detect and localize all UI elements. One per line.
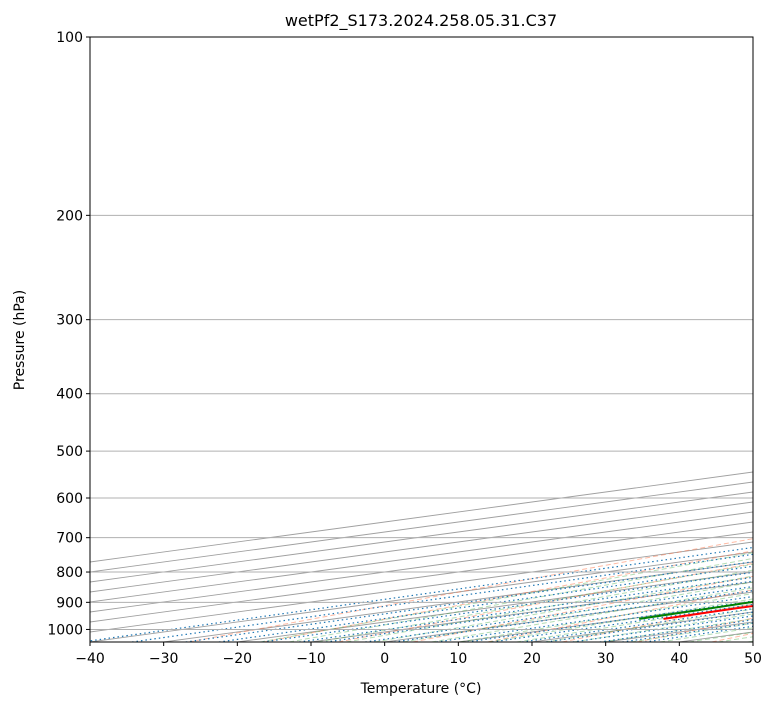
x-tick-label: 10 — [449, 651, 467, 667]
x-tick-label: −40 — [75, 651, 105, 667]
moist-adiabat-line — [488, 598, 753, 642]
moist-adiabat-line — [459, 592, 753, 642]
y-axis-label: Pressure (hPa) — [12, 290, 28, 390]
isotherm-line — [310, 581, 753, 642]
mixing-ratio-line — [299, 576, 753, 642]
isotherm-line — [531, 611, 753, 642]
moist-adiabat-line — [544, 608, 753, 642]
chart-title: wetPf2_S173.2024.258.05.31.C37 — [285, 11, 557, 31]
moist-adiabat-line — [346, 569, 753, 642]
y-tick-label: 600 — [56, 491, 83, 507]
dry-adiabat-line — [711, 632, 753, 642]
isotherm-line — [679, 631, 753, 642]
y-tick-label: 800 — [56, 565, 83, 581]
dry-adiabat-line — [338, 562, 753, 642]
pressure-gridlines — [90, 36, 753, 630]
isotherm-line — [384, 591, 753, 642]
background-lines — [90, 471, 753, 642]
y-tick-label: 900 — [56, 595, 83, 611]
y-tick-label: 1000 — [47, 622, 83, 638]
profile-lines — [639, 600, 753, 620]
mixing-ratio-line — [262, 571, 753, 642]
x-tick-label: −20 — [223, 651, 253, 667]
mixing-ratio-line — [599, 619, 753, 642]
mixing-ratio-line — [436, 595, 753, 642]
x-tick-label: 20 — [523, 651, 541, 667]
moist-adiabat-line — [260, 552, 753, 642]
isotherm-line — [90, 531, 753, 623]
y-tick-label: 700 — [56, 531, 83, 547]
x-tick-label: −10 — [296, 651, 326, 667]
isotherm-line — [458, 601, 753, 642]
x-tick-label: 30 — [597, 651, 615, 667]
x-tick-label: 50 — [744, 651, 762, 667]
y-tick-label: 200 — [56, 208, 83, 224]
isotherm-line — [90, 541, 753, 633]
y-axis-ticks: 100 200 300 400 500 600 700 800 900 1000 — [47, 30, 90, 638]
isotherm-line — [605, 621, 753, 642]
mixing-ratio-line — [325, 580, 753, 642]
plot-frame — [89, 36, 754, 643]
isotherm-line — [90, 471, 753, 563]
dry-adiabat-line — [263, 550, 753, 642]
y-tick-label: 300 — [56, 313, 83, 329]
moist-adiabat-line — [516, 603, 753, 642]
moist-adiabat-line — [689, 631, 753, 642]
isotherm-line — [90, 491, 753, 583]
x-axis-ticks: −40 −30 −20 −10 0 10 20 30 40 50 — [75, 642, 762, 667]
moist-adiabat-line — [317, 563, 753, 642]
isotherm-line — [90, 521, 753, 613]
x-tick-label: 40 — [670, 651, 688, 667]
moist-adiabat-line — [660, 627, 753, 642]
x-axis-label: Temperature (°C) — [360, 681, 482, 697]
isotherm-line — [90, 501, 753, 593]
moist-adiabat-line — [431, 587, 753, 642]
dry-adiabat-line — [636, 617, 753, 642]
isotherm-line — [90, 511, 753, 603]
y-tick-label: 500 — [56, 444, 83, 460]
dry-adiabat-line — [562, 603, 753, 642]
isotherm-line — [90, 551, 753, 642]
y-tick-label: 400 — [56, 387, 83, 403]
moist-adiabat-line — [403, 581, 753, 642]
y-tick-label: 100 — [56, 30, 83, 46]
dry-adiabat-line — [487, 589, 753, 642]
isotherm-line — [752, 641, 753, 642]
x-tick-label: −30 — [149, 651, 179, 667]
dry-adiabat-line — [412, 575, 753, 642]
isotherm-line — [90, 481, 753, 573]
moist-adiabat-line — [289, 557, 753, 642]
x-tick-label: 0 — [380, 651, 389, 667]
